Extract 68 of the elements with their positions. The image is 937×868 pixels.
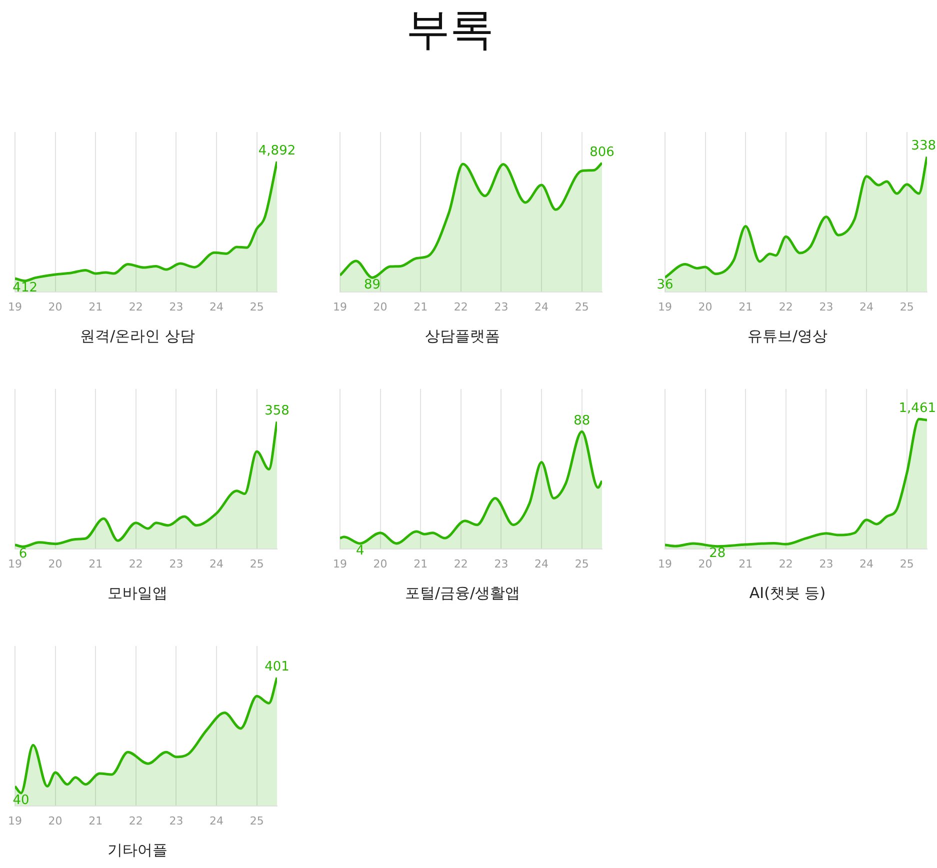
x-tick-label: 19: [333, 300, 347, 314]
x-tick-label: 21: [88, 814, 103, 828]
data-label: 358: [264, 404, 290, 419]
x-tick-label: 23: [819, 300, 834, 314]
x-tick-label: 21: [88, 300, 103, 314]
text: 부록: [405, 3, 495, 57]
data-label: 1,461: [898, 400, 936, 416]
x-tick-label: 22: [128, 300, 143, 314]
x-tick-label: 23: [169, 557, 184, 570]
x-tick-label: 21: [738, 300, 753, 314]
x-tick-label: 20: [373, 300, 388, 314]
x-tick-label: 22: [778, 300, 793, 314]
x-tick-label: 20: [48, 557, 62, 570]
x-tick-label: 20: [698, 300, 712, 314]
x-tick-label: 19: [333, 557, 347, 570]
x-tick-label: 21: [414, 557, 428, 570]
text: 기타어플: [106, 841, 168, 860]
x-tick-label: 25: [250, 557, 264, 570]
x-tick-label: 19: [8, 814, 22, 828]
text: 모바일앱: [106, 584, 168, 603]
text: 원격/온라인 상담: [79, 327, 196, 346]
x-tick-label: 24: [534, 557, 549, 570]
data-label: 412: [12, 280, 38, 296]
x-tick-label: 25: [250, 300, 264, 314]
data-label: 40: [12, 792, 30, 808]
x-tick-label: 24: [210, 814, 224, 828]
data-label: 338: [911, 138, 936, 154]
x-tick-label: 24: [534, 300, 549, 314]
data-label: 88: [574, 413, 590, 428]
x-tick-label: 19: [8, 557, 22, 570]
x-tick-label: 23: [169, 814, 184, 828]
x-tick-label: 19: [658, 557, 672, 570]
x-tick-label: 25: [250, 814, 264, 828]
x-tick-label: 21: [88, 557, 103, 570]
x-tick-label: 21: [738, 557, 753, 570]
x-tick-label: 22: [778, 557, 793, 570]
data-label: 401: [264, 660, 290, 675]
x-tick-label: 22: [128, 814, 143, 828]
text: 포털/금융/생활앱: [404, 584, 522, 603]
x-tick-label: 23: [169, 300, 184, 314]
x-tick-label: 21: [414, 300, 428, 314]
x-tick-label: 25: [574, 300, 589, 314]
x-tick-label: 20: [373, 557, 388, 570]
text: 유튜브/영상: [746, 327, 829, 346]
x-tick-label: 20: [48, 814, 62, 828]
data-label: 806: [590, 144, 614, 160]
data-label: 4: [356, 543, 364, 558]
x-tick-label: 24: [860, 557, 874, 570]
x-tick-label: 23: [494, 300, 508, 314]
x-tick-label: 24: [210, 300, 224, 314]
text: 상담플랫폼: [424, 327, 501, 346]
x-tick-label: 23: [819, 557, 834, 570]
x-tick-label: 24: [860, 300, 874, 314]
x-tick-label: 22: [454, 557, 468, 570]
x-tick-label: 25: [900, 557, 914, 570]
x-tick-label: 25: [574, 557, 589, 570]
x-tick-label: 20: [48, 300, 62, 314]
x-tick-label: 22: [454, 300, 468, 314]
text: AI(챗봇 등): [748, 584, 827, 603]
x-tick-label: 22: [128, 557, 143, 570]
data-label: 89: [364, 277, 381, 292]
x-tick-label: 19: [8, 300, 22, 314]
x-tick-label: 25: [900, 300, 914, 314]
x-tick-label: 19: [658, 300, 672, 314]
x-tick-label: 24: [210, 557, 224, 570]
x-tick-label: 23: [494, 557, 508, 570]
data-label: 4,892: [258, 143, 296, 158]
data-label: 36: [656, 277, 674, 292]
